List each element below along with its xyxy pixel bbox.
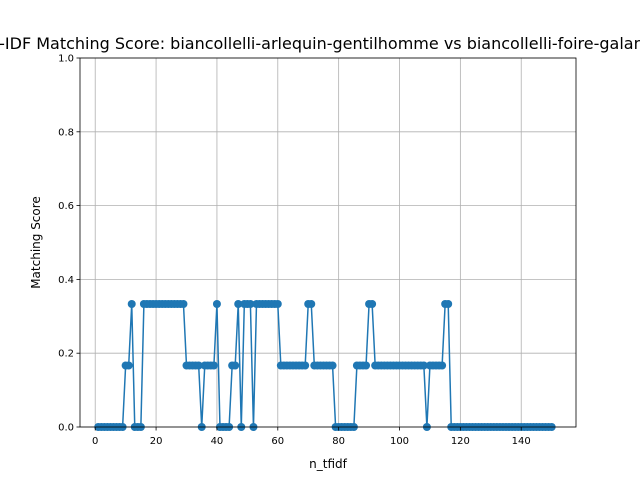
data-point bbox=[444, 300, 453, 309]
data-point bbox=[194, 361, 203, 370]
data-series bbox=[94, 300, 556, 431]
y-tick-label: 1.0 bbox=[58, 54, 74, 65]
x-tick-label: 120 bbox=[451, 436, 470, 447]
chart-title: TF-IDF Matching Score: biancollelli-arle… bbox=[0, 34, 640, 53]
data-point bbox=[328, 361, 337, 370]
plot-frame bbox=[79, 57, 577, 428]
y-tick-label: 0.4 bbox=[58, 275, 74, 286]
y-tick-label: 0.8 bbox=[58, 127, 74, 138]
data-point bbox=[273, 300, 282, 309]
data-point bbox=[368, 300, 377, 309]
data-point bbox=[124, 361, 133, 370]
y-tick-label: 0.6 bbox=[58, 201, 74, 212]
x-tick-label: 100 bbox=[390, 436, 409, 447]
x-tick-label: 80 bbox=[332, 436, 345, 447]
y-tick-label: 0.0 bbox=[58, 423, 74, 434]
data-point bbox=[362, 361, 371, 370]
data-point bbox=[234, 300, 243, 309]
x-tick-label: 60 bbox=[271, 436, 284, 447]
data-point bbox=[307, 300, 316, 309]
data-point bbox=[212, 300, 221, 309]
x-axis-label: n_tfidf bbox=[309, 457, 347, 471]
data-point bbox=[438, 361, 447, 370]
data-point bbox=[246, 300, 255, 309]
data-point bbox=[209, 361, 218, 370]
data-point bbox=[231, 361, 240, 370]
data-point bbox=[419, 361, 428, 370]
x-tick-label: 140 bbox=[512, 436, 531, 447]
data-point bbox=[179, 300, 188, 309]
grid-lines bbox=[80, 57, 576, 428]
x-tick-label: 0 bbox=[92, 436, 98, 447]
y-axis-ticks: 0.0 0.2 0.4 0.6 0.8 1.0 bbox=[58, 54, 80, 434]
data-point bbox=[127, 300, 136, 309]
x-tick-label: 20 bbox=[150, 436, 163, 447]
y-axis-label: Matching Score bbox=[29, 196, 43, 289]
data-point bbox=[301, 361, 310, 370]
y-tick-label: 0.2 bbox=[58, 349, 74, 360]
x-tick-label: 40 bbox=[211, 436, 224, 447]
x-axis-ticks: 0 20 40 60 80 100 120 140 bbox=[92, 427, 531, 447]
